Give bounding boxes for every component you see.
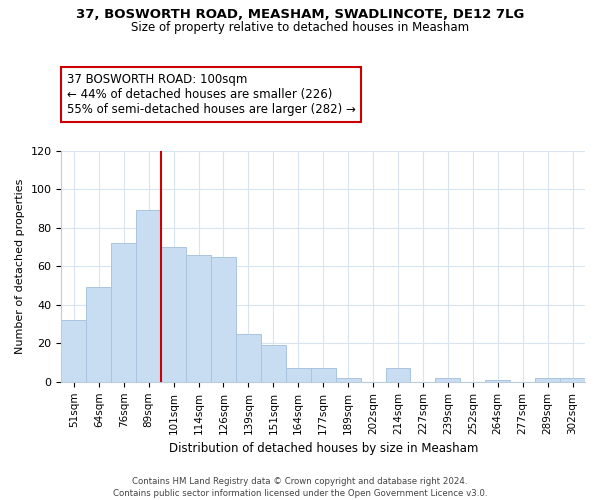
Bar bbox=[286, 368, 311, 382]
Text: Contains HM Land Registry data © Crown copyright and database right 2024.
Contai: Contains HM Land Registry data © Crown c… bbox=[113, 476, 487, 498]
Bar bbox=[211, 256, 236, 382]
Bar bbox=[560, 378, 585, 382]
Bar bbox=[111, 243, 136, 382]
Bar bbox=[386, 368, 410, 382]
Text: 37 BOSWORTH ROAD: 100sqm
← 44% of detached houses are smaller (226)
55% of semi-: 37 BOSWORTH ROAD: 100sqm ← 44% of detach… bbox=[67, 73, 356, 116]
Bar bbox=[186, 254, 211, 382]
Bar bbox=[311, 368, 335, 382]
Bar bbox=[485, 380, 510, 382]
Bar bbox=[136, 210, 161, 382]
Bar bbox=[335, 378, 361, 382]
X-axis label: Distribution of detached houses by size in Measham: Distribution of detached houses by size … bbox=[169, 442, 478, 455]
Bar bbox=[86, 288, 111, 382]
Bar bbox=[535, 378, 560, 382]
Bar bbox=[436, 378, 460, 382]
Bar bbox=[61, 320, 86, 382]
Text: Size of property relative to detached houses in Measham: Size of property relative to detached ho… bbox=[131, 21, 469, 34]
Text: 37, BOSWORTH ROAD, MEASHAM, SWADLINCOTE, DE12 7LG: 37, BOSWORTH ROAD, MEASHAM, SWADLINCOTE,… bbox=[76, 8, 524, 20]
Y-axis label: Number of detached properties: Number of detached properties bbox=[15, 178, 25, 354]
Bar bbox=[236, 334, 261, 382]
Bar bbox=[161, 247, 186, 382]
Bar bbox=[261, 345, 286, 382]
